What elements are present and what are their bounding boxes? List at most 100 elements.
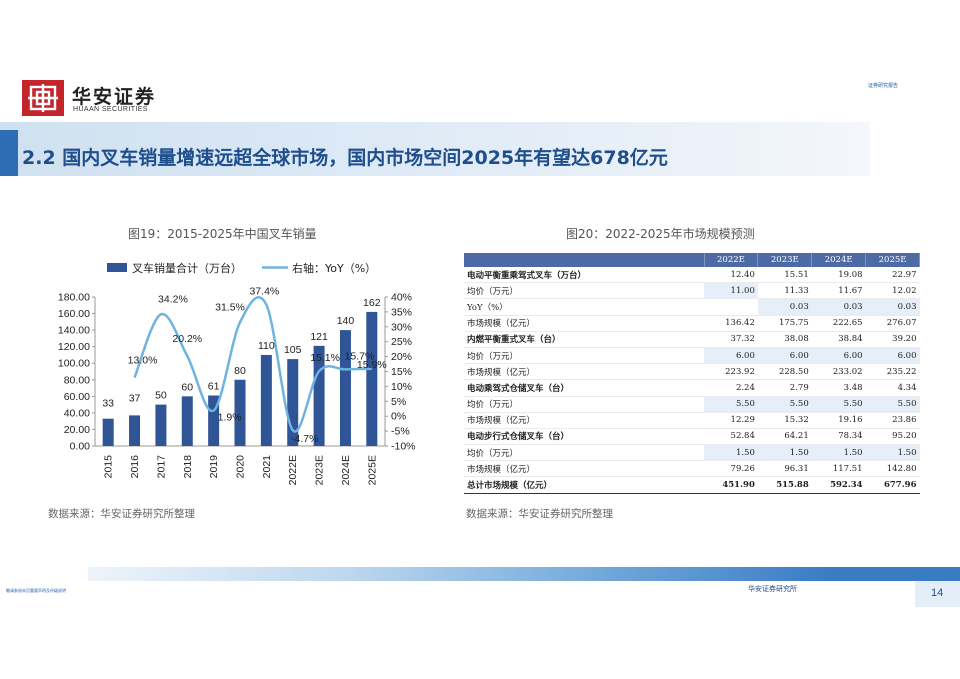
table-cell: 95.20 (865, 428, 920, 446)
x-tick-label: 2018 (182, 455, 194, 479)
report-type-note: 证券研究报告 (867, 83, 898, 89)
table-cell: 5.50 (757, 396, 812, 413)
column-header: 2025E (865, 253, 920, 267)
bar-value-label: 61 (208, 381, 220, 393)
table-cell: 11.33 (757, 282, 812, 300)
y-tick-label: 180.00 (58, 292, 90, 304)
x-tick-label: 2019 (208, 455, 220, 479)
bar-value-label: 33 (102, 398, 114, 410)
table-cell: 142.80 (865, 460, 920, 478)
table-row: 电动步行式仓储叉车（台） 52.84 64.21 78.34 95.20 (464, 428, 920, 446)
y-tick-label: 160.00 (58, 308, 90, 320)
bar-value-label: 50 (155, 390, 167, 402)
yoy-value-label: -4.7% (291, 433, 318, 445)
table-cell: 117.51 (811, 460, 866, 478)
legend-line-label: 右轴：YoY（%） (292, 261, 376, 275)
x-tick-label: 2020 (235, 455, 247, 479)
table-cell: 19.16 (811, 412, 866, 429)
footer-org: 华安证券研究所 (748, 585, 797, 593)
table-cell: 39.20 (865, 331, 920, 348)
table-cell: 235.22 (865, 363, 920, 381)
bar (155, 404, 167, 446)
legend-bar-label: 叉车销量合计（万台） (132, 261, 242, 275)
table-cell: 222.65 (811, 315, 866, 332)
bar (208, 395, 220, 446)
yoy-value-label: 15.1% (310, 352, 340, 364)
y-tick-label: 140.00 (58, 325, 90, 337)
bar (287, 359, 299, 446)
table-cell: 6.00 (811, 347, 866, 365)
yoy-line (133, 296, 372, 433)
figure20-source: 数据来源：华安证券研究所整理 (466, 508, 613, 520)
table-cell: 12.02 (865, 282, 920, 300)
yoy-value-label: 34.2% (158, 293, 188, 305)
yoy-value-label: 37.4% (249, 286, 279, 298)
table-cell: 64.21 (757, 428, 812, 446)
x-tick-label: 2025E (366, 455, 378, 485)
yoy-value-label: 13.0% (128, 354, 158, 366)
page-title: 2.2 国内叉车销量增速远超全球市场，国内市场空间2025年有望达678亿元 (22, 147, 668, 169)
table-cell: 6.00 (704, 347, 758, 365)
table-cell: 12.29 (704, 412, 758, 429)
table-cell: 233.02 (811, 363, 866, 381)
yoy-value-label: 20.2% (172, 333, 202, 345)
table-cell: 38.08 (757, 331, 812, 348)
bar (234, 379, 246, 446)
page-number: 14 (931, 587, 944, 599)
table-cell: 6.00 (865, 347, 920, 365)
table-header-row: 2022E 2023E 2024E 2025E (464, 253, 920, 267)
market-forecast-table: 2022E 2023E 2024E 2025E 电动平衡重乘驾式叉车（万台） 12.40… (464, 253, 920, 494)
table-cell: 96.31 (757, 460, 812, 478)
x-tick-label: 2015 (103, 455, 115, 479)
bar (181, 396, 193, 446)
yoy-value-label: 1.9% (218, 412, 242, 424)
table-cell: 175.75 (757, 315, 812, 332)
table-cell: 22.97 (865, 267, 920, 284)
table-cell: 4.34 (865, 379, 920, 397)
bar (129, 415, 141, 446)
footer-band (88, 567, 960, 581)
table-cell: 136.42 (704, 315, 758, 332)
y-tick-label: 0.00 (70, 441, 91, 453)
y-tick-label: 20.00 (64, 424, 90, 436)
total-row: 总计市场规模（亿元） 451.90 515.88 592.34 677.96 (464, 476, 920, 494)
table-cell: 37.32 (704, 331, 758, 348)
yoy-value-label: 31.5% (215, 301, 245, 313)
x-tick-label: 2024E (340, 455, 352, 485)
table-cell: 23.86 (865, 412, 920, 429)
table-row: 市场规模（亿元） 136.42 175.75 222.65 276.07 (464, 315, 920, 332)
table-cell: 1.50 (704, 444, 758, 462)
row-label: 均价（万元） (464, 347, 705, 365)
figure20-title: 图20：2022-2025年市场规模预测 (566, 227, 755, 241)
row-label: 电动平衡重乘驾式叉车（万台） (464, 267, 705, 284)
row-label: 总计市场规模（亿元） (464, 476, 705, 494)
y2-tick-label: 35% (391, 306, 412, 318)
x-tick-label: 2016 (129, 455, 141, 479)
table-cell: 0.03 (757, 298, 812, 316)
yoy-value-label: 15.7% (345, 350, 375, 362)
table-row: 内燃平衡重式叉车（台） 37.32 38.08 38.84 39.20 (464, 331, 920, 348)
table-cell: 6.00 (757, 347, 812, 365)
y2-tick-label: 10% (391, 381, 412, 393)
table-cell: 12.40 (704, 267, 758, 284)
table-cell: 52.84 (704, 428, 758, 446)
row-label: 电动步行式仓储叉车（台） (464, 428, 705, 446)
y2-tick-label: 25% (391, 336, 412, 348)
table-row: 均价（万元） 11.00 11.33 11.67 12.02 (464, 282, 920, 300)
yoy-value-label: 15.9% (357, 359, 387, 371)
table-cell: 15.32 (757, 412, 812, 429)
row-label: 内燃平衡重式叉车（台） (464, 331, 705, 348)
table-row: 电动平衡重乘驾式叉车（万台） 12.40 15.51 19.08 22.97 (464, 267, 920, 284)
table-row: 均价（万元） 6.00 6.00 6.00 6.00 (464, 347, 920, 365)
figure19-title: 图19：2015-2025年中国叉车销量 (128, 227, 317, 241)
brand-name-cn: 华安证券 (72, 86, 157, 108)
bar-value-label: 121 (310, 331, 328, 343)
x-tick-label: 2022E (287, 455, 299, 485)
table-cell: 451.90 (704, 476, 758, 494)
table-cell: 0.03 (865, 298, 920, 316)
bar-value-label: 105 (284, 344, 302, 356)
row-label: 市场规模（亿元） (464, 315, 705, 332)
table-cell: 223.92 (704, 363, 758, 381)
table-cell (704, 298, 758, 316)
title-band (0, 122, 870, 176)
